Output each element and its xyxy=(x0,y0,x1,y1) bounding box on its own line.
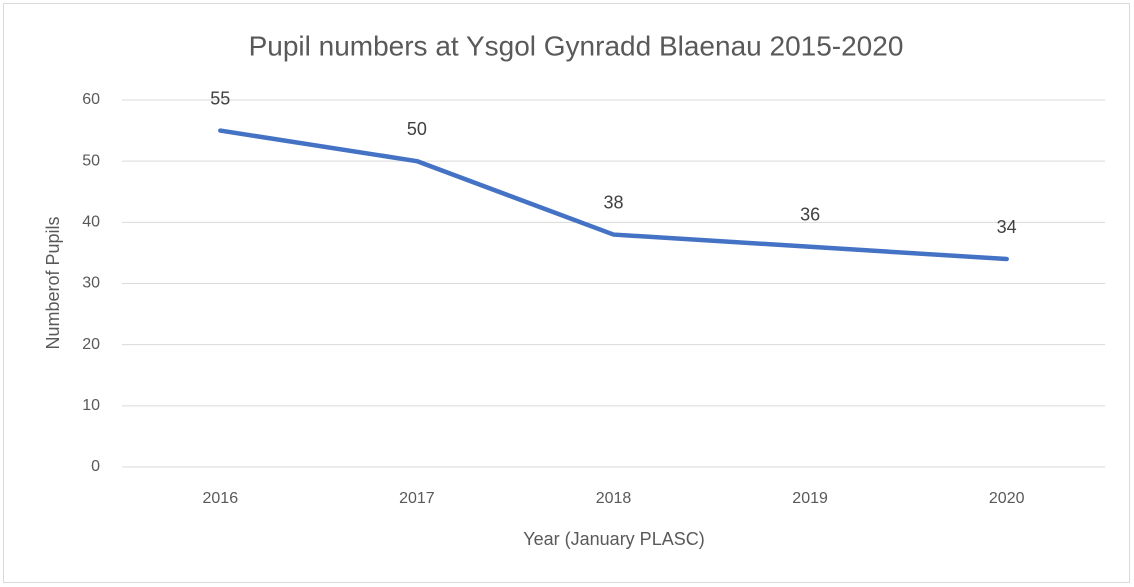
y-axis-label: Numberof Pupils xyxy=(43,216,63,349)
x-tick-label: 2017 xyxy=(399,490,435,507)
data-label: 50 xyxy=(407,119,427,139)
y-tick-label: 30 xyxy=(82,275,100,292)
y-tick-label: 20 xyxy=(82,336,100,353)
data-label: 34 xyxy=(997,217,1017,237)
y-tick-label: 50 xyxy=(82,152,100,169)
y-tick-label: 10 xyxy=(82,397,100,414)
y-tick-label: 40 xyxy=(82,214,100,231)
x-tick-label: 2019 xyxy=(792,490,828,507)
x-tick-label: 2018 xyxy=(596,490,632,507)
y-tick-label: 0 xyxy=(91,458,100,475)
y-tick-label: 60 xyxy=(82,91,100,108)
data-line xyxy=(218,128,1009,262)
data-label: 38 xyxy=(603,192,623,212)
x-axis-label: Year (January PLASC) xyxy=(523,529,704,549)
chart-border xyxy=(3,3,1130,583)
data-label: 36 xyxy=(800,205,820,225)
x-tick-label: 2020 xyxy=(989,490,1025,507)
data-label: 55 xyxy=(210,88,230,108)
x-tick-label: 2016 xyxy=(203,490,239,507)
chart-title: Pupil numbers at Ysgol Gynradd Blaenau 2… xyxy=(249,30,904,61)
